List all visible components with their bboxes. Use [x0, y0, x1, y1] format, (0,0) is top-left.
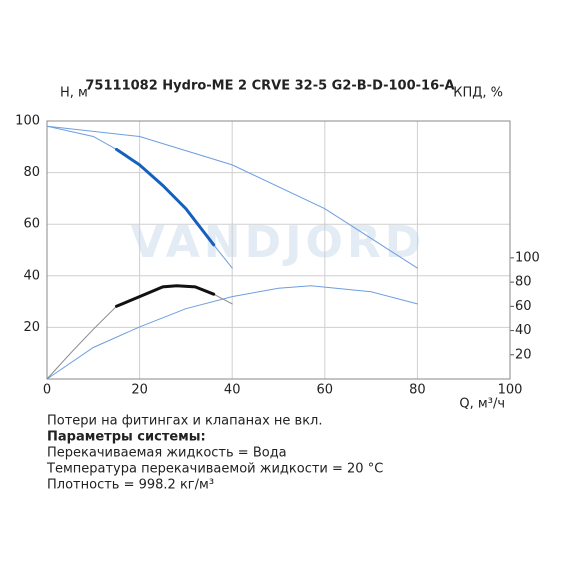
- y-axis-label: H, м: [60, 86, 88, 101]
- curve: [46, 285, 418, 380]
- y2-tick-label: 80: [515, 275, 532, 290]
- x-tick-label: 0: [43, 383, 51, 398]
- curve: [115, 147, 216, 247]
- note: Температура перекачиваемой жидкости = 20…: [46, 462, 383, 477]
- note: Потери на фитингах и клапанах не вкл.: [47, 414, 323, 429]
- y2-tick-label: 20: [515, 347, 532, 362]
- note: Плотность = 998.2 кг/м³: [47, 478, 214, 493]
- y-tick-label: 40: [23, 268, 40, 283]
- plot-frame: [46, 120, 511, 380]
- x-tick-label: 20: [131, 383, 148, 398]
- x-tick-label: 100: [498, 383, 523, 398]
- curve: [115, 284, 216, 308]
- y-tick-label: 80: [23, 165, 40, 180]
- x-tick-label: 80: [409, 383, 426, 398]
- y2-axis-label: КПД, %: [453, 86, 503, 101]
- curve: [46, 125, 418, 269]
- y2-tick-label: 100: [515, 250, 540, 265]
- x-axis-label: Q, м³/ч: [459, 397, 505, 412]
- y-tick-label: 100: [15, 114, 40, 129]
- y2-tick-label: 40: [515, 323, 532, 338]
- chart-title: 75111082 Hydro-ME 2 CRVE 32-5 G2-B-D-100…: [85, 79, 454, 94]
- y-tick-label: 20: [23, 320, 40, 335]
- watermark: VANDJORD: [131, 217, 426, 268]
- x-tick-label: 60: [317, 383, 334, 398]
- y2-tick-label: 60: [515, 299, 532, 314]
- y-tick-label: 60: [23, 217, 40, 232]
- note: Перекачиваемая жидкость = Вода: [47, 446, 287, 461]
- note: Параметры системы:: [47, 430, 206, 445]
- x-tick-label: 40: [224, 383, 241, 398]
